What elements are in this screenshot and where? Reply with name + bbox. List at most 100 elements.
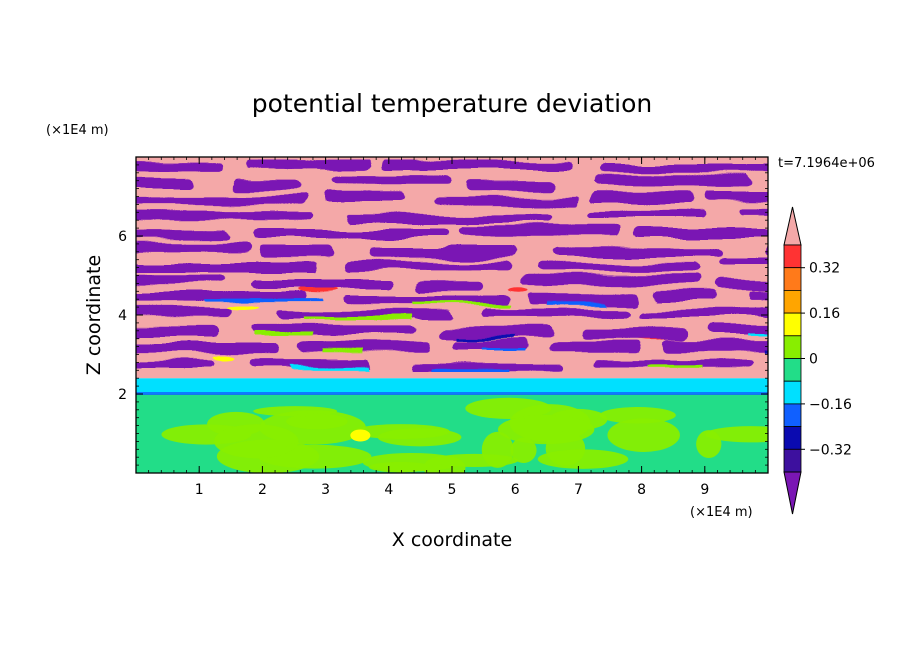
streak-edge bbox=[253, 332, 312, 336]
negative-streak bbox=[136, 291, 310, 301]
colorbar-label: 0.32 bbox=[809, 261, 840, 277]
field-blob bbox=[377, 428, 462, 447]
negative-streak bbox=[136, 212, 315, 220]
x-tick-label: 4 bbox=[384, 482, 393, 498]
streak-edge bbox=[482, 347, 526, 351]
negative-streak bbox=[776, 181, 871, 191]
field-blob bbox=[497, 414, 595, 445]
colorbar-label: 0.16 bbox=[809, 306, 840, 322]
y-axis-unit: (×1E4 m) bbox=[46, 123, 109, 138]
plot-area bbox=[136, 157, 871, 473]
colorbar-label: 0 bbox=[809, 352, 818, 368]
negative-streak bbox=[520, 275, 701, 285]
x-tick-label: 3 bbox=[321, 482, 330, 498]
streak-edge bbox=[543, 300, 606, 304]
negative-streak bbox=[344, 295, 509, 305]
negative-streak bbox=[379, 159, 575, 168]
negative-streak bbox=[136, 359, 213, 368]
colorbar-band bbox=[783, 312, 802, 337]
negative-streak bbox=[438, 327, 553, 338]
y-axis-label: Z coordinate bbox=[83, 255, 105, 375]
negative-streak bbox=[258, 247, 334, 259]
negative-streak bbox=[534, 262, 701, 272]
inversion-line bbox=[136, 392, 768, 395]
negative-streak bbox=[453, 339, 529, 350]
time-label: t=7.1964e+06 bbox=[778, 156, 875, 171]
colorbar-band bbox=[783, 403, 802, 427]
field-blob bbox=[607, 418, 680, 452]
colorbar-lower-arrow bbox=[783, 471, 802, 515]
colorbar-band bbox=[783, 358, 802, 382]
streak-edge bbox=[291, 365, 369, 369]
negative-streak bbox=[136, 274, 224, 284]
negative-streak bbox=[346, 261, 510, 271]
negative-streak bbox=[322, 192, 406, 202]
negative-streak bbox=[592, 176, 751, 187]
colorbar-band bbox=[783, 289, 802, 314]
streak-edge bbox=[322, 350, 363, 354]
field-blob bbox=[705, 426, 768, 443]
field-blob bbox=[423, 455, 466, 473]
negative-streak bbox=[275, 310, 453, 319]
negative-streak bbox=[251, 324, 414, 335]
streak-edge bbox=[411, 302, 512, 306]
streak-edge bbox=[431, 368, 508, 372]
colorbar-band bbox=[783, 267, 802, 291]
negative-streak bbox=[459, 224, 621, 235]
negative-streak bbox=[718, 257, 768, 267]
field-blob bbox=[213, 424, 299, 459]
negative-streak bbox=[136, 162, 223, 171]
negative-streak bbox=[635, 308, 768, 318]
warm-patch bbox=[226, 304, 260, 310]
x-tick-label: 6 bbox=[511, 482, 520, 498]
negative-streak bbox=[136, 307, 233, 317]
streak-edge bbox=[302, 316, 412, 320]
y-tick-label: 4 bbox=[118, 308, 127, 324]
transition-layer-region bbox=[136, 378, 768, 394]
negative-streak bbox=[702, 192, 768, 202]
x-tick-label: 1 bbox=[195, 482, 204, 498]
x-tick-label: 2 bbox=[258, 482, 267, 498]
negative-streak bbox=[748, 290, 768, 300]
negative-streak bbox=[136, 342, 282, 354]
field-blob bbox=[286, 413, 348, 430]
negative-streak bbox=[418, 281, 485, 291]
field-blob bbox=[465, 397, 552, 419]
warm-patch bbox=[211, 354, 234, 360]
negative-streak bbox=[525, 293, 638, 303]
negative-streak bbox=[651, 291, 718, 302]
negative-streak bbox=[737, 208, 768, 217]
field-blob bbox=[481, 431, 514, 468]
streak-edge bbox=[458, 335, 513, 339]
x-axis-unit: (×1E4 m) bbox=[690, 505, 753, 520]
negative-streak bbox=[589, 193, 692, 203]
negative-streak bbox=[553, 246, 722, 257]
y-tick-label: 6 bbox=[118, 229, 127, 245]
negative-streak bbox=[600, 165, 768, 174]
colorbar-band bbox=[783, 426, 802, 450]
field-blob bbox=[696, 430, 722, 459]
negative-streak bbox=[136, 326, 220, 337]
negative-streak bbox=[252, 279, 396, 289]
field-blob-max bbox=[350, 429, 371, 442]
colorbar: 0.32 0.16 0 −0.16 −0.32 bbox=[783, 206, 852, 515]
colorbar-upper-arrow bbox=[783, 206, 802, 246]
negative-streak bbox=[710, 324, 768, 335]
x-tick-label: 9 bbox=[700, 482, 709, 498]
negative-streak bbox=[136, 262, 322, 272]
negative-streak bbox=[587, 210, 705, 218]
negative-streak bbox=[482, 307, 627, 316]
streak-edge bbox=[203, 298, 324, 302]
colorbar-band bbox=[783, 244, 802, 269]
x-tick-label: 8 bbox=[637, 482, 646, 498]
warm-patch bbox=[300, 287, 338, 293]
negative-streak bbox=[300, 342, 432, 353]
negative-streak bbox=[344, 214, 553, 223]
negative-streak bbox=[369, 247, 518, 259]
x-axis-label: X coordinate bbox=[392, 529, 512, 551]
negative-streak bbox=[136, 242, 251, 253]
negative-streak bbox=[136, 196, 306, 206]
negative-streak bbox=[548, 342, 642, 353]
colorbar-band bbox=[783, 448, 802, 473]
